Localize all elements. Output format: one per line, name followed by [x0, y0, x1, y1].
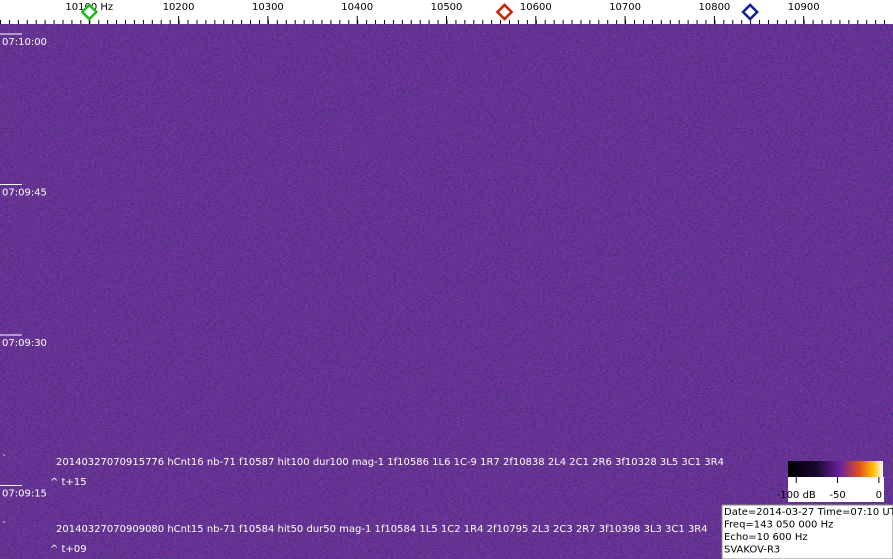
x-tick-label: 10500 — [431, 2, 463, 13]
info-box — [721, 504, 893, 559]
x-tick-label: 10900 — [788, 2, 820, 13]
colorbar-label-bg — [788, 477, 884, 502]
info-line: Echo=10 600 Hz — [724, 532, 808, 543]
detection-mark: ` — [2, 520, 7, 532]
colorbar — [788, 461, 883, 477]
x-tick-label: 10800 — [698, 2, 730, 13]
x-tick-label: 10700 — [609, 2, 641, 13]
time-label: 07:09:30 — [2, 338, 47, 349]
colorbar-tick-label: 0 — [876, 490, 882, 501]
time-label: 07:09:15 — [2, 489, 47, 500]
detection-text: 20140327070909080 hCnt15 nb-71 f10584 hi… — [56, 524, 708, 535]
waterfall-noise — [0, 24, 893, 559]
frequency-marker — [495, 3, 514, 21]
time-label: 07:10:00 — [2, 37, 47, 48]
x-tick-label: 10400 — [341, 2, 373, 13]
info-line: Freq=143 050 000 Hz — [724, 520, 833, 531]
frequency-marker — [80, 3, 99, 21]
detection-offset: ^ t+09 — [50, 544, 87, 555]
detection-offset: ^ t+15 — [50, 477, 87, 488]
x-tick-label: 10200 — [163, 2, 195, 13]
detection-mark: ` — [2, 453, 7, 465]
info-line: Date=2014-03-27 Time=07:10 UTC — [724, 507, 893, 518]
x-tick-label: 10300 — [252, 2, 284, 13]
info-line: SVAKOV-R3 — [724, 545, 780, 556]
detection-text: 20140327070915776 hCnt16 nb-71 f10587 hi… — [56, 457, 724, 468]
colorbar-tick-label: -50 — [829, 490, 845, 501]
x-tick-label: 10600 — [520, 2, 552, 13]
colorbar-tick-label: -100 dB — [777, 490, 816, 501]
frequency-marker — [741, 3, 759, 21]
time-label: 07:09:45 — [2, 188, 47, 199]
